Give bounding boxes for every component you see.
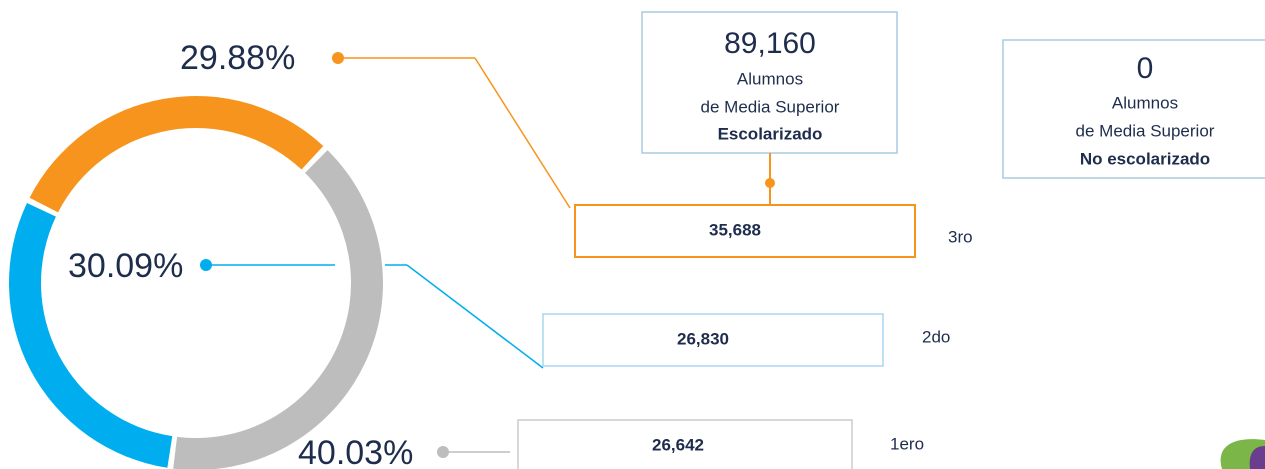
leader-dot [200,259,212,271]
donut-segment [29,96,324,213]
summary-box [641,11,898,154]
summary-status: Escolarizado [718,124,823,143]
percent-label: 40.03% [298,434,413,469]
count-value: 26,830 [677,329,729,348]
summary-line: Alumnos [737,69,803,88]
count-value: 35,688 [709,220,761,239]
summary-status: No escolarizado [1080,149,1210,168]
count-box [542,313,884,367]
connector-dot [765,178,775,188]
summary-value: 0 [1137,52,1154,85]
summary-value: 89,160 [724,27,816,60]
count-box [517,419,853,469]
summary-box [1002,39,1265,179]
count-value: 26,642 [652,435,704,454]
leader-line [474,57,571,209]
category-label: 1ero [890,434,924,453]
leader-dot [332,52,344,64]
leader-dot [437,446,449,458]
summary-line: de Media Superior [701,97,840,116]
decoration [1249,446,1265,469]
count-box [574,204,916,258]
donut-segment [9,202,173,468]
category-label: 2do [922,327,950,346]
percent-label: 29.88% [180,39,295,77]
leader-line [406,264,544,369]
summary-line: Alumnos [1112,93,1178,112]
category-label: 3ro [948,227,973,246]
donut-segment [173,150,383,469]
percent-label: 30.09% [68,247,183,285]
summary-line: de Media Superior [1076,121,1215,140]
